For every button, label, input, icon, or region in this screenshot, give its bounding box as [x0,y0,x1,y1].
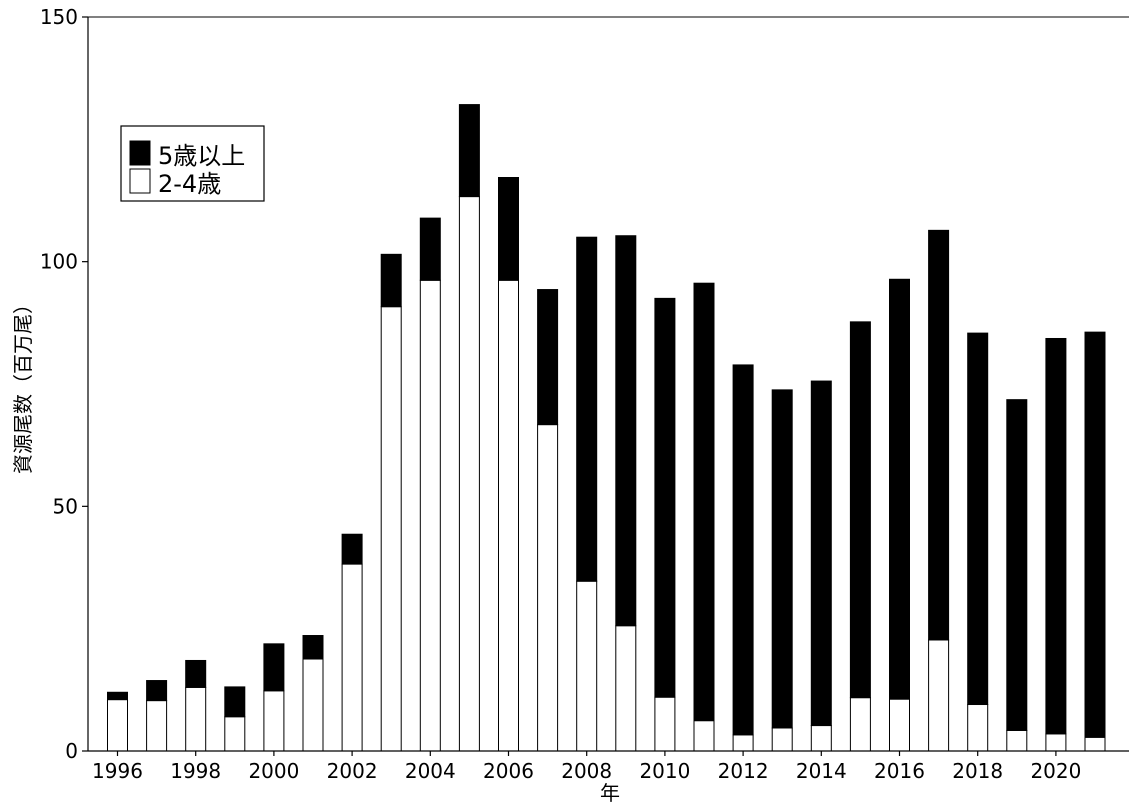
bar-age2to4-2018 [967,704,989,752]
x-tick-label: 1998 [170,759,221,783]
bar-age2to4-2017 [928,639,950,752]
bar-age2to4-1999 [224,716,246,752]
y-ticks-group: 0 50 100 150 [40,5,88,763]
bar-age5plus-2017 [928,229,950,641]
bar-age5plus-2021 [1084,331,1106,738]
bar-age5plus-2013 [771,389,793,729]
bar-age5plus-2002 [341,533,363,565]
bar-age2to4-2013 [771,727,793,752]
axes-group [87,16,1129,752]
y-tick-label: 50 [53,494,78,518]
bar-age2to4-1997 [146,700,168,752]
bar-age2to4-2020 [1045,733,1067,752]
bar-age2to4-1998 [185,686,207,752]
bar-age2to4-2002 [341,563,363,752]
bar-age5plus-2011 [693,282,715,722]
bar-age5plus-2008 [576,236,598,582]
bar-age2to4-2010 [654,696,676,752]
bar-age2to4-2021 [1084,736,1106,752]
bar-age5plus-2020 [1045,337,1067,735]
x-axis-title: 年 [600,781,620,805]
bar-age5plus-2006 [498,177,519,281]
bar-age5plus-2015 [849,321,871,699]
legend-label-5plus: 5歳以上 [158,142,245,170]
x-tick-label: 2006 [483,759,534,783]
x-tick-label: 2016 [874,759,925,783]
bar-age2to4-2008 [576,580,598,752]
legend-swatch-2to4 [129,168,151,194]
bars-group [107,104,1106,752]
bar-age5plus-2004 [419,217,441,281]
legend: 5歳以上 2-4歳 [120,125,265,202]
bar-age2to4-2006 [498,279,519,752]
x-tick-label: 2002 [327,759,378,783]
bar-age2to4-2003 [380,306,402,752]
x-tick-label: 2010 [639,759,690,783]
bar-age5plus-2001 [302,635,324,660]
bar-age2to4-2014 [810,725,832,752]
bar-age5plus-2009 [615,235,637,627]
x-tick-label: 2014 [796,759,847,783]
y-tick-label: 150 [40,5,78,29]
bar-age2to4-2011 [693,720,715,752]
legend-swatch-5plus [129,140,151,166]
bar-age5plus-2010 [654,297,676,698]
bar-age2to4-2007 [537,424,559,752]
bar-age5plus-2014 [810,380,832,727]
bar-age2to4-2005 [458,196,480,752]
x-tick-label: 2008 [561,759,612,783]
x-tick-label: 2018 [952,759,1003,783]
bar-age5plus-1997 [146,680,168,702]
bar-age2to4-1996 [107,699,128,752]
bar-age5plus-1999 [224,686,246,718]
bar-age5plus-2012 [732,364,754,736]
x-tick-label: 2020 [1030,759,1081,783]
y-tick-label: 100 [40,250,78,274]
bar-age5plus-2000 [263,643,285,692]
x-tick-label: 2012 [718,759,769,783]
y-axis-title: 資源尾数（百万尾） [11,294,35,474]
x-tick-label: 2000 [248,759,299,783]
legend-label-2to4: 2-4歳 [158,170,221,198]
bar-age5plus-2019 [1006,399,1028,731]
bar-age5plus-2005 [458,104,480,198]
bar-age2to4-2012 [732,734,754,752]
bar-age5plus-2018 [967,332,989,706]
x-ticks-group: 1996 1998 2000 2002 2004 2006 2008 2010 2012 2014… [92,751,1081,783]
bar-age2to4-2019 [1006,729,1028,752]
bar-age5plus-1998 [185,659,207,688]
bar-age2to4-2015 [849,697,871,752]
bar-age5plus-1996 [107,691,128,701]
x-tick-label: 2004 [405,759,456,783]
bar-age5plus-2003 [380,253,402,308]
bar-age5plus-2007 [537,289,559,426]
x-tick-label: 1996 [92,759,143,783]
y-tick-label: 0 [65,739,78,763]
bar-age2to4-2001 [302,658,324,752]
bar-age2to4-2009 [615,625,637,752]
bar-age2to4-2000 [263,690,285,752]
bar-age2to4-2016 [889,698,910,752]
bar-age2to4-2004 [419,279,441,752]
bar-age5plus-2016 [889,278,910,700]
